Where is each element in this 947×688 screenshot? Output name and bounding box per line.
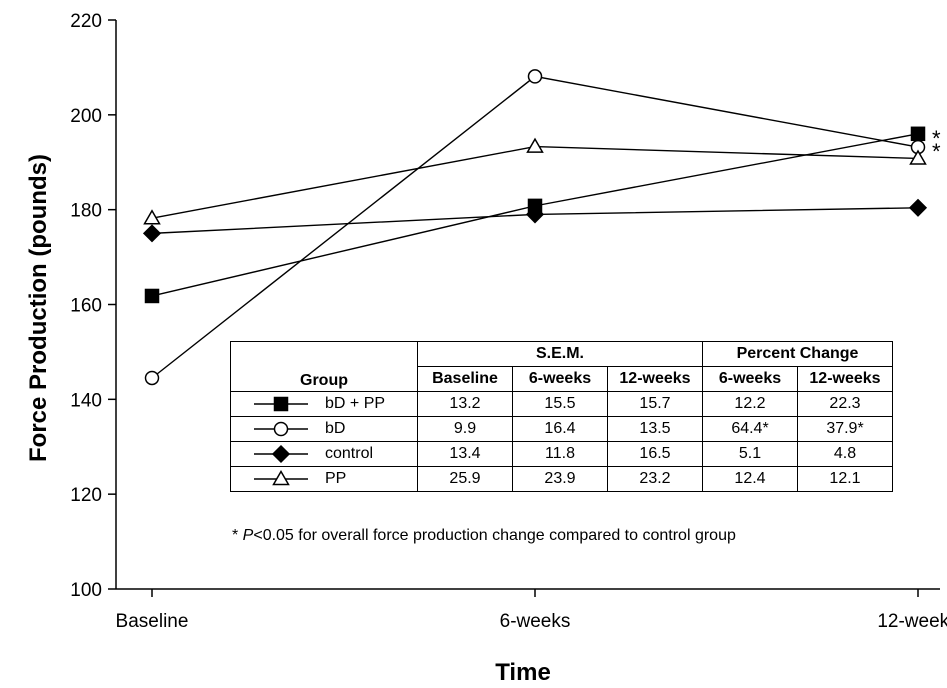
- annotations: **: [932, 126, 941, 164]
- sem-value: 13.5: [607, 416, 703, 442]
- sem-value: 16.5: [607, 441, 703, 467]
- y-tick-label: 120: [70, 485, 102, 506]
- percent-change-value: 12.1: [797, 466, 893, 492]
- data-point-square-filled: [144, 288, 160, 304]
- x-tick-label: Baseline: [116, 611, 189, 632]
- data-point-diamond-filled: [525, 205, 545, 224]
- table-header-row-1: Group S.E.M. Percent Change: [230, 341, 893, 392]
- data-point-triangle-open: [909, 149, 927, 165]
- significance-asterisk: *: [932, 126, 941, 151]
- pct-col-header: 12-weeks: [797, 366, 893, 392]
- y-axis-title: Force Production (pounds): [25, 154, 52, 462]
- sem-header: S.E.M.: [417, 341, 703, 367]
- significance-asterisk: *: [932, 139, 941, 164]
- series-markers: [142, 69, 928, 386]
- x-tick-label: 6-weeks: [500, 611, 571, 632]
- table-row: control 13.4 11.8 16.5 5.1 4.8: [230, 441, 893, 467]
- sem-value: 13.2: [417, 391, 513, 417]
- y-tick-label: 220: [70, 11, 102, 32]
- data-point-circle-open: [527, 69, 543, 84]
- data-point-triangle-open: [272, 469, 290, 486]
- y-tick-label: 180: [70, 201, 102, 222]
- sem-value: 11.8: [512, 441, 608, 467]
- data-point-circle-open: [144, 370, 160, 386]
- table-body: bD + PP 13.2 15.5 15.7 12.2 22.3 bD 9.9 16.4 13.5…: [230, 391, 893, 492]
- group-header: Group: [230, 341, 418, 392]
- pct-col-header: 6-weeks: [702, 366, 798, 392]
- y-tick-label: 140: [70, 390, 102, 411]
- legend-symbol: [230, 466, 325, 492]
- data-point-triangle-open: [526, 137, 544, 153]
- sem-col-header: 6-weeks: [512, 366, 608, 392]
- percent-change-value: 12.2: [702, 391, 798, 417]
- group-name: bD: [325, 416, 418, 442]
- y-tick-label: 160: [70, 296, 102, 317]
- percent-change-value: 37.9*: [797, 416, 893, 442]
- table-row: bD + PP 13.2 15.5 15.7 12.2 22.3: [230, 391, 893, 417]
- series-lines: [151, 75, 919, 379]
- data-point-diamond-filled: [142, 224, 162, 243]
- sem-value: 23.2: [607, 466, 703, 492]
- sem-table: Group S.E.M. Percent Change Baseline 6-w…: [230, 341, 893, 492]
- table-row: bD 9.9 16.4 13.5 64.4* 37.9*: [230, 416, 893, 442]
- percent-change-value: 4.8: [797, 441, 893, 467]
- percent-change-header: Percent Change: [702, 341, 893, 367]
- legend-symbol: [230, 416, 325, 442]
- data-point-diamond-filled: [271, 444, 291, 464]
- sem-value: 23.9: [512, 466, 608, 492]
- data-point-square-filled: [910, 126, 926, 142]
- sem-col-header: 12-weeks: [607, 366, 703, 392]
- data-point-circle-open: [273, 421, 289, 437]
- table-row: PP 25.9 23.9 23.2 12.4 12.1: [230, 466, 893, 492]
- y-tick-label: 200: [70, 106, 102, 127]
- footnote-text: <0.05 for overall force production chang…: [253, 527, 736, 544]
- y-tick-label: 100: [70, 580, 102, 601]
- sem-col-header: Baseline: [417, 366, 513, 392]
- footnote-p: P: [242, 527, 254, 544]
- axes: [108, 19, 940, 597]
- legend-symbol: [230, 391, 325, 417]
- percent-change-value: 22.3: [797, 391, 893, 417]
- sem-value: 25.9: [417, 466, 513, 492]
- group-name: PP: [325, 466, 418, 492]
- x-axis-title: Time: [495, 659, 551, 686]
- data-point-diamond-filled: [908, 198, 928, 217]
- footnote: * P<0.05 for overall force production ch…: [232, 527, 736, 545]
- sem-value: 9.9: [417, 416, 513, 442]
- x-tick-label: 12-weeks: [877, 611, 947, 632]
- sem-value: 15.7: [607, 391, 703, 417]
- data-point-triangle-open: [143, 209, 161, 225]
- footnote-prefix: *: [232, 527, 243, 544]
- percent-change-value: 12.4: [702, 466, 798, 492]
- sem-value: 13.4: [417, 441, 513, 467]
- sem-value: 15.5: [512, 391, 608, 417]
- legend-symbol: [230, 441, 325, 467]
- group-name: control: [325, 441, 418, 467]
- data-point-square-filled: [273, 396, 289, 412]
- group-name: bD + PP: [325, 391, 418, 417]
- percent-change-value: 64.4*: [702, 416, 798, 442]
- sem-value: 16.4: [512, 416, 608, 442]
- percent-change-value: 5.1: [702, 441, 798, 467]
- table-header-row-2: Baseline 6-weeks 12-weeks 6-weeks 12-wee…: [231, 366, 893, 392]
